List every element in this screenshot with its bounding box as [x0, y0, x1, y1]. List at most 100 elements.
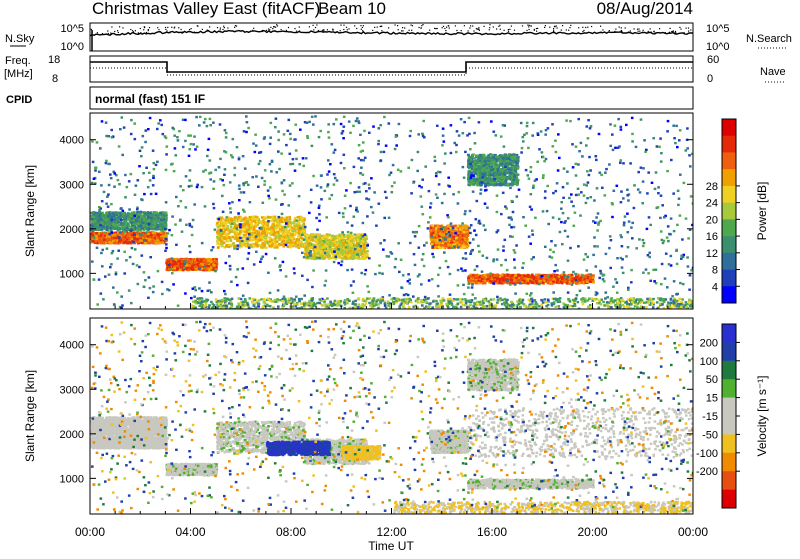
heatmap-cell: [98, 215, 101, 217]
nsky-point: [102, 33, 103, 34]
heatmap-cell: [250, 239, 253, 241]
heatmap-cell: [339, 254, 342, 256]
heatmap-cell: [297, 216, 300, 218]
nsky-point: [332, 29, 333, 30]
nsky-point: [420, 28, 421, 29]
heatmap-cell: [319, 236, 322, 238]
heatmap-cell: [96, 218, 99, 220]
nsky-point: [275, 31, 276, 32]
heatmap-cell: [230, 226, 233, 228]
nsky-point: [227, 27, 228, 28]
nsky-point: [553, 30, 554, 31]
heatmap-cell: [349, 242, 352, 244]
heatmap-cell: [274, 219, 277, 221]
nsky-point: [583, 30, 584, 31]
heatmap-cell: [270, 220, 273, 222]
nsky-point: [381, 26, 382, 27]
heatmap-cell: [292, 221, 295, 223]
freq-label: Freq.: [5, 55, 31, 67]
nsky-point: [202, 29, 203, 30]
heatmap-cell: [221, 217, 224, 219]
nsky-point: [650, 32, 651, 33]
heatmap-cell: [339, 234, 342, 236]
nsky-point: [473, 30, 474, 31]
heatmap-cell: [252, 217, 255, 219]
heatmap-cell: [205, 268, 208, 270]
nsky-point: [346, 27, 347, 28]
heatmap-cell: [316, 246, 319, 248]
heatmap-cell: [282, 234, 285, 236]
nsky-point: [111, 26, 112, 27]
heatmap-cell: [135, 219, 138, 221]
heatmap-cell: [341, 257, 344, 259]
nsky-point: [174, 27, 175, 28]
nsky-point: [435, 28, 436, 29]
nsky-point: [621, 27, 622, 28]
heatmap-cell: [148, 238, 151, 240]
heatmap-cell: [106, 227, 109, 229]
nsky-point: [659, 28, 660, 29]
heatmap-cell: [358, 236, 361, 238]
nsky-point: [675, 31, 676, 32]
nsky-point: [679, 27, 680, 28]
nsky-point: [138, 32, 139, 33]
heatmap-cell: [268, 245, 271, 247]
nsky-point: [402, 30, 403, 31]
nsky-point: [374, 27, 375, 28]
nsky-point: [514, 30, 515, 31]
heatmap-cell: [103, 239, 106, 241]
heatmap-cell: [326, 243, 329, 245]
heatmap-cell: [117, 229, 120, 231]
nsky-point: [149, 27, 150, 28]
heatmap-cell: [210, 267, 213, 269]
heatmap-cell: [261, 216, 264, 218]
heatmap-cell: [190, 260, 193, 262]
heatmap-cell: [226, 240, 229, 242]
heatmap-cell: [143, 214, 146, 216]
heatmap-cell: [273, 245, 276, 247]
nsky-point: [464, 25, 465, 26]
heatmap-cell: [254, 220, 257, 222]
heatmap-cell: [360, 257, 363, 259]
nsky-point: [166, 30, 167, 31]
heatmap-cell: [288, 238, 291, 240]
heatmap-cell: [327, 256, 330, 258]
nsky-point: [489, 29, 490, 30]
heatmap-cell: [97, 222, 100, 224]
heatmap-cell: [230, 219, 233, 221]
heatmap-cell: [339, 237, 342, 239]
heatmap-cell: [114, 233, 117, 235]
nsky-point: [313, 29, 314, 30]
nsky-point: [272, 28, 273, 29]
heatmap-cell: [354, 253, 357, 255]
heatmap-cell: [363, 256, 366, 258]
nsky-point: [340, 25, 341, 26]
heatmap-cell: [267, 216, 270, 218]
nsky-point: [401, 30, 402, 31]
nsky-point: [140, 32, 141, 33]
heatmap-cell: [264, 225, 267, 227]
nsky-point: [429, 30, 430, 31]
nsky-point: [222, 29, 223, 30]
nsky-point: [527, 25, 528, 26]
heatmap-cell: [247, 224, 250, 226]
nsky-point: [288, 27, 289, 28]
heatmap-cell: [317, 252, 320, 254]
nsky-point: [268, 28, 269, 29]
heatmap-cell: [185, 267, 188, 269]
nsky-point: [556, 25, 557, 26]
heatmap-cell: [147, 242, 150, 244]
heatmap-cell: [106, 218, 109, 220]
heatmap-cell: [330, 244, 333, 246]
heatmap-cell: [216, 222, 219, 224]
heatmap-cell: [112, 226, 115, 228]
heatmap-cell: [189, 267, 192, 269]
heatmap-cell: [320, 250, 323, 252]
heatmap-cell: [91, 218, 94, 220]
nsky-point: [170, 32, 171, 33]
nsky-point: [511, 26, 512, 27]
heatmap-cell: [171, 264, 174, 266]
nsearch-label: N.Search: [746, 33, 792, 45]
nsky-point: [675, 32, 676, 33]
heatmap-cell: [100, 219, 103, 221]
